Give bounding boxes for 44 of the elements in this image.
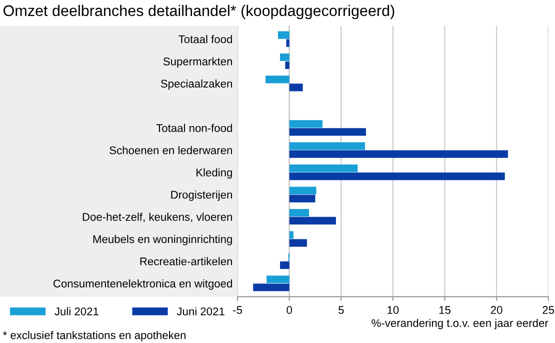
y-tick-label: Kleding — [196, 168, 232, 179]
bar — [266, 276, 290, 284]
y-tick-label: Supermarkten — [163, 57, 232, 68]
bar — [285, 61, 290, 70]
y-tick-label: Speciaalzaken — [160, 79, 232, 90]
bar — [253, 284, 290, 292]
bar — [289, 194, 316, 202]
bar — [289, 239, 307, 247]
bar — [289, 150, 508, 158]
y-tick-label: Meubels en woninginrichting — [93, 234, 232, 246]
legend-label: Juli 2021 — [54, 307, 98, 316]
bar — [278, 31, 290, 39]
bar — [289, 128, 366, 136]
bar — [289, 208, 310, 217]
chart-title: Omzet deelbranches detailhandel* (koopdaggecorrigeerd) — [4, 4, 394, 20]
bar — [289, 186, 316, 194]
y-tick-label: Totaal non-food — [156, 124, 232, 132]
y-tick-label: Drogisterijen — [171, 190, 232, 201]
legend-label: Juni 2021 — [176, 307, 224, 316]
bar — [289, 120, 322, 128]
text: * exclusief tankstations en apotheken — [2, 330, 186, 342]
bar — [286, 39, 290, 47]
y-tick-label: Consumentenelektronica en witgoed — [54, 279, 232, 290]
y-tick-label: Totaal food — [178, 35, 232, 44]
x-axis-title: %-verandering t.o.v. een jaar eerder — [372, 318, 548, 330]
y-tick-label: Doe-het-zelf, keukens, vloeren — [82, 212, 232, 222]
bar — [289, 231, 294, 239]
bar — [280, 53, 290, 62]
bar — [289, 172, 505, 180]
bar — [289, 142, 365, 150]
x-tick-label: 0 — [286, 306, 292, 314]
x-tick-label: 25 — [542, 306, 554, 314]
bar — [289, 84, 303, 92]
y-tick-label: Recreatie-artikelen — [140, 257, 232, 266]
bar — [266, 76, 290, 84]
x-tick-label: -5 — [233, 306, 242, 314]
bar — [289, 216, 336, 225]
x-tick-label: 10 — [388, 306, 399, 314]
x-tick-label: 20 — [490, 306, 502, 314]
y-tick-label: Schoenen en lederwaren — [110, 146, 232, 154]
x-tick-label: 5 — [338, 306, 344, 314]
bar — [280, 261, 290, 269]
x-tick-label: 15 — [439, 306, 450, 314]
bar — [289, 164, 358, 172]
